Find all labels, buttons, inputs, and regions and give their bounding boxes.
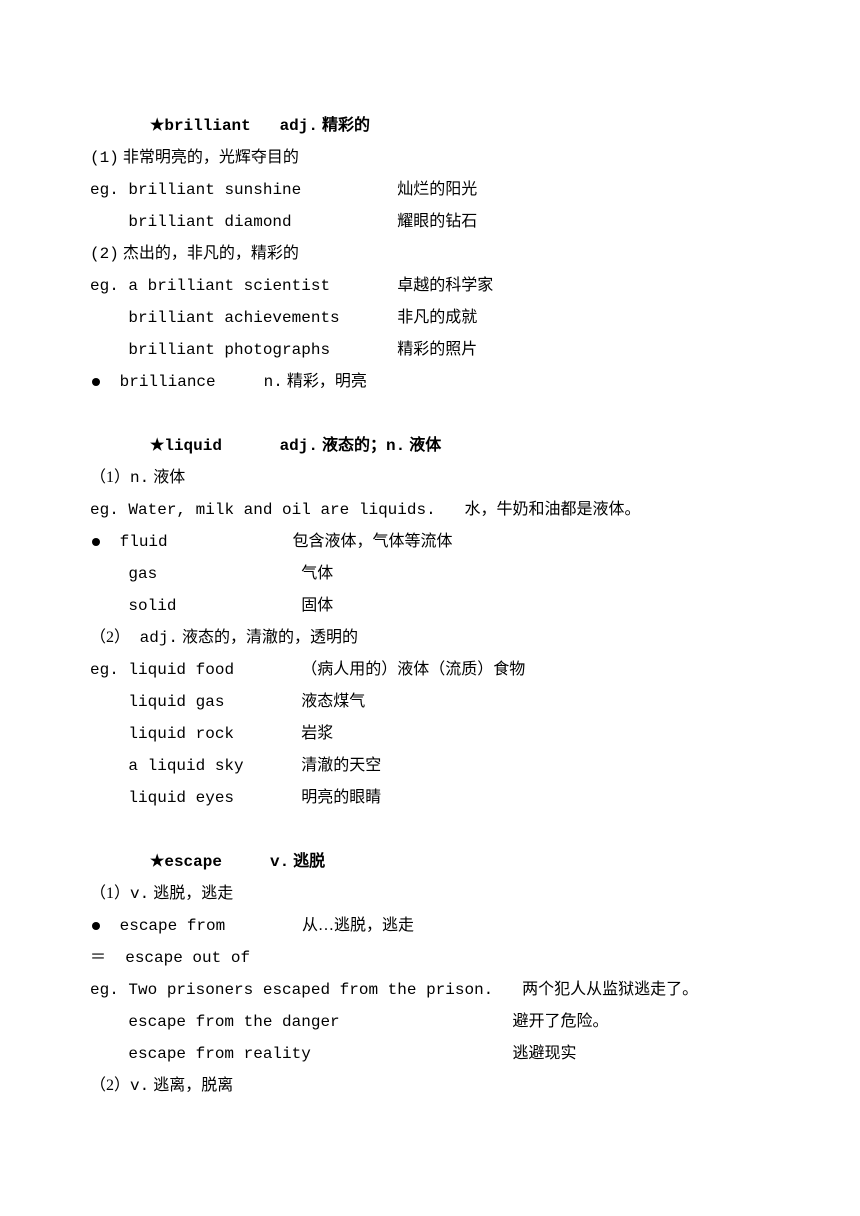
entry-header-liquid: ★liquid adj. 液态的；n. 液体 [90,430,770,462]
sense-line: (1) 非常明亮的，光辉夺目的 [90,142,770,174]
example-line: eg. Water, milk and oil are liquids. 水，牛… [90,494,770,526]
bullet-icon [92,378,100,386]
example-line: escape from the danger 避开了危险。 [90,1006,770,1038]
example-line: eg. Two prisoners escaped from the priso… [90,974,770,1006]
derivative-line: brilliance n. 精彩，明亮 [90,366,770,398]
bullet-icon [92,922,100,930]
phrase-line: escape from 从…逃脱，逃走 [90,910,770,942]
example-line: a liquid sky 清澈的天空 [90,750,770,782]
related-line: fluid 包含液体，气体等流体 [90,526,770,558]
headword: escape [164,853,222,871]
pos: adj. [280,437,318,455]
phrase-line: ＝ escape out of [90,942,770,974]
example-line: eg. a brilliant scientist 卓越的科学家 [90,270,770,302]
example-line: liquid gas 液态煤气 [90,686,770,718]
example-line: eg. brilliant sunshine 灿烂的阳光 [90,174,770,206]
sense-line: （1）n. 液体 [90,462,770,494]
example-line: brilliant achievements 非凡的成就 [90,302,770,334]
star-icon: ★ [150,437,164,454]
sense-line: （2）v. 逃离，脱离 [90,1070,770,1102]
entry-header-brilliant: ★brilliant adj. 精彩的 [90,110,770,142]
star-icon: ★ [150,853,164,870]
gloss: 精彩的 [322,117,370,134]
example-line: escape from reality 逃避现实 [90,1038,770,1070]
bullet-icon [92,538,100,546]
example-line: brilliant photographs 精彩的照片 [90,334,770,366]
sense-line: （2） adj. 液态的，清澈的，透明的 [90,622,770,654]
example-line: liquid rock 岩浆 [90,718,770,750]
sense-line: （1）v. 逃脱，逃走 [90,878,770,910]
related-line: solid 固体 [90,590,770,622]
example-line: eg. liquid food （病人用的）液体（流质）食物 [90,654,770,686]
example-line: brilliant diamond 耀眼的钻石 [90,206,770,238]
headword: liquid [164,437,222,455]
example-line: liquid eyes 明亮的眼睛 [90,782,770,814]
pos: v. [270,853,289,871]
star-icon: ★ [150,117,164,134]
headword: brilliant [164,117,250,135]
sense-line: (2) 杰出的，非凡的，精彩的 [90,238,770,270]
related-line: gas 气体 [90,558,770,590]
pos: adj. [280,117,318,135]
entry-header-escape: ★escape v. 逃脱 [90,846,770,878]
